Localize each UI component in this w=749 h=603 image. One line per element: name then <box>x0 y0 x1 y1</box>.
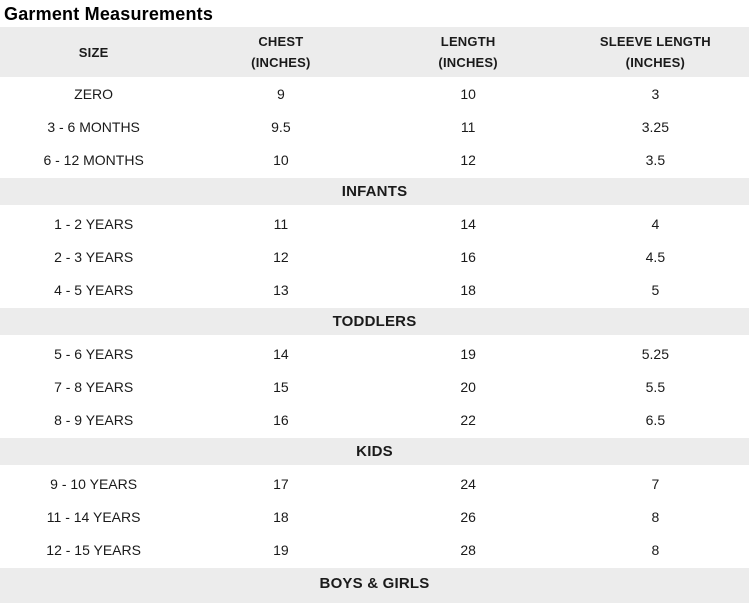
length-cell: 19 <box>460 345 476 362</box>
section-label: BOYS & GIRLS <box>319 575 430 592</box>
chest-cell: 12 <box>273 248 289 265</box>
column-header-size: SIZE <box>0 42 187 63</box>
column-header-sleeve-length-label: SLEEVE LENGTH <box>599 34 711 49</box>
size-cell: 1 - 2 YEARS <box>54 215 134 232</box>
table-row: 6 - 12 MONTHS 10 12 3.5 <box>0 143 749 176</box>
sleeve-cell: 3 <box>651 85 660 102</box>
size-cell: 2 - 3 YEARS <box>54 248 134 265</box>
section-header-infants: INFANTS <box>0 176 749 207</box>
table-row: 8 - 9 YEARS 16 22 6.5 <box>0 403 749 436</box>
chest-cell: 15 <box>273 378 289 395</box>
chest-cell: 14 <box>273 345 289 362</box>
length-cell: 12 <box>460 151 476 168</box>
sleeve-cell: 7 <box>651 475 660 492</box>
section-label: KIDS <box>356 443 393 460</box>
length-cell: 24 <box>460 475 476 492</box>
section-label: INFANTS <box>341 183 408 200</box>
size-cell: 5 - 6 YEARS <box>54 345 134 362</box>
chest-cell: 9.5 <box>271 118 291 135</box>
column-header-chest-label: CHEST <box>258 34 304 49</box>
column-header-chest: CHEST (INCHES) <box>187 31 374 73</box>
chest-cell: 18 <box>273 508 289 525</box>
size-cell: 11 - 14 YEARS <box>46 508 141 525</box>
column-header-length: LENGTH (INCHES) <box>375 31 562 73</box>
size-cell: 9 - 10 YEARS <box>50 475 138 492</box>
table-row: 2 - 3 YEARS 12 16 4.5 <box>0 240 749 273</box>
chest-cell: 10 <box>273 151 289 168</box>
chest-cell: 11 <box>273 215 289 232</box>
table-row: 7 - 8 YEARS 15 20 5.5 <box>0 370 749 403</box>
length-cell: 10 <box>460 85 476 102</box>
length-cell: 22 <box>460 411 476 428</box>
sleeve-cell: 6.5 <box>645 411 666 428</box>
column-header-sleeve-length: SLEEVE LENGTH (INCHES) <box>562 31 749 73</box>
size-cell: 3 - 6 MONTHS <box>47 118 140 135</box>
table-row: 11 - 14 YEARS 18 26 8 <box>0 500 749 533</box>
sleeve-cell: 8 <box>651 508 660 525</box>
size-cell: 7 - 8 YEARS <box>54 378 134 395</box>
sleeve-cell: 4 <box>651 215 660 232</box>
table-row: 4 - 5 YEARS 13 18 5 <box>0 273 749 306</box>
length-cell: 14 <box>460 215 476 232</box>
length-cell: 11 <box>460 118 476 135</box>
size-cell: ZERO <box>74 85 114 102</box>
size-cell: 12 - 15 YEARS <box>46 541 141 558</box>
table-row: ZERO 9 10 3 <box>0 77 749 110</box>
column-header-chest-unit: (INCHES) <box>251 55 311 70</box>
sleeve-cell: 8 <box>651 541 660 558</box>
table-row: 3 - 6 MONTHS 9.5 11 3.25 <box>0 110 749 143</box>
sleeve-cell: 3.25 <box>641 118 669 135</box>
table-row: 12 - 15 YEARS 19 28 8 <box>0 533 749 566</box>
column-header-size-label: SIZE <box>78 44 109 60</box>
sleeve-cell: 3.5 <box>645 151 666 168</box>
length-cell: 28 <box>460 541 476 558</box>
section-header-toddlers: TODDLERS <box>0 306 749 337</box>
chest-cell: 16 <box>273 411 289 428</box>
chest-cell: 9 <box>276 85 285 102</box>
chest-cell: 19 <box>273 541 289 558</box>
table-row: 5 - 6 YEARS 14 19 5.25 <box>0 337 749 370</box>
sleeve-cell: 5 <box>651 281 660 298</box>
size-cell: 4 - 5 YEARS <box>54 281 134 298</box>
column-header-sleeve-length-unit: (INCHES) <box>625 55 686 70</box>
chest-cell: 17 <box>273 475 289 492</box>
chest-cell: 13 <box>273 281 289 298</box>
section-header-kids: KIDS <box>0 436 749 467</box>
table-header-row: SIZE CHEST (INCHES) LENGTH (INCHES) SLEE… <box>0 27 749 77</box>
page-title: Garment Measurements <box>4 4 214 24</box>
length-cell: 26 <box>460 508 476 525</box>
sleeve-cell: 4.5 <box>645 248 666 265</box>
section-header-boys-and-girls: BOYS & GIRLS <box>0 566 749 603</box>
table-row: 1 - 2 YEARS 11 14 4 <box>0 207 749 240</box>
section-label: TODDLERS <box>332 313 417 330</box>
column-header-length-label: LENGTH <box>440 34 496 49</box>
column-header-length-unit: (INCHES) <box>438 55 498 70</box>
size-cell: 6 - 12 MONTHS <box>43 151 144 168</box>
length-cell: 18 <box>460 281 476 298</box>
table-row: 9 - 10 YEARS 17 24 7 <box>0 467 749 500</box>
sleeve-cell: 5.5 <box>645 378 666 395</box>
length-cell: 20 <box>460 378 476 395</box>
sleeve-cell: 5.25 <box>641 345 669 362</box>
length-cell: 16 <box>460 248 476 265</box>
size-cell: 8 - 9 YEARS <box>54 411 134 428</box>
